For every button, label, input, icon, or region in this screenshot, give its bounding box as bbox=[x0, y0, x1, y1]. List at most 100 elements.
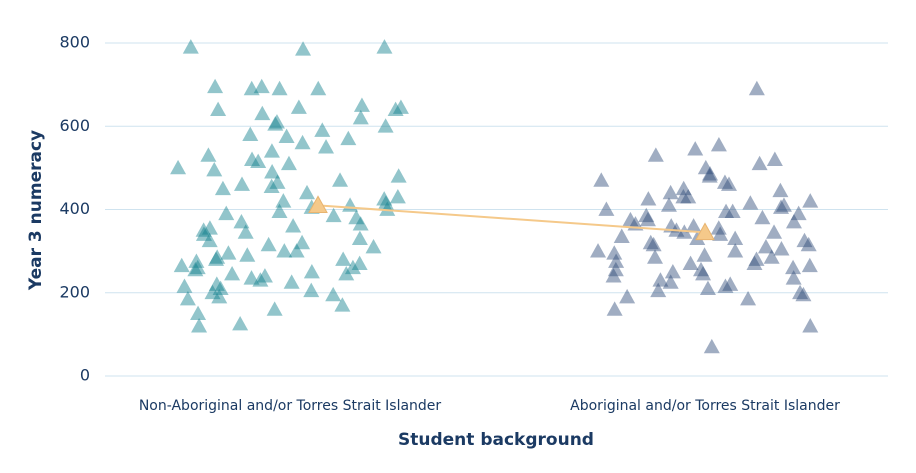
point bbox=[702, 166, 719, 181]
point bbox=[607, 261, 624, 277]
point bbox=[682, 255, 699, 271]
point bbox=[608, 253, 625, 268]
point bbox=[263, 143, 280, 158]
point bbox=[244, 151, 261, 166]
point bbox=[237, 224, 254, 239]
point bbox=[773, 199, 790, 214]
point bbox=[271, 203, 288, 218]
point bbox=[294, 134, 311, 150]
point bbox=[212, 280, 229, 295]
point bbox=[795, 286, 812, 302]
point bbox=[377, 195, 394, 210]
point bbox=[796, 232, 813, 248]
point bbox=[310, 80, 327, 96]
point bbox=[294, 234, 311, 250]
point bbox=[605, 268, 622, 283]
point bbox=[239, 247, 256, 262]
y-tick-label: 800 bbox=[59, 33, 90, 52]
point bbox=[325, 207, 342, 223]
point bbox=[232, 315, 249, 331]
point bbox=[790, 205, 807, 221]
point bbox=[211, 288, 228, 304]
point bbox=[773, 241, 790, 256]
point bbox=[662, 274, 679, 289]
point bbox=[687, 141, 704, 156]
point bbox=[746, 255, 763, 271]
point bbox=[660, 197, 677, 212]
point bbox=[325, 286, 342, 302]
point bbox=[748, 251, 765, 266]
point bbox=[334, 297, 351, 312]
point bbox=[290, 99, 307, 114]
point bbox=[267, 116, 284, 131]
point bbox=[303, 263, 320, 279]
point bbox=[285, 218, 302, 233]
point bbox=[685, 218, 702, 233]
y-axis-title: Year 3 numeracy bbox=[26, 130, 46, 291]
point bbox=[288, 243, 305, 258]
y-tick-label: 0 bbox=[80, 366, 90, 385]
point bbox=[195, 226, 212, 241]
point bbox=[638, 207, 655, 223]
point bbox=[254, 105, 271, 121]
point bbox=[593, 172, 610, 187]
point bbox=[351, 230, 368, 246]
point bbox=[276, 243, 293, 258]
point bbox=[622, 211, 639, 227]
point bbox=[268, 114, 285, 129]
point bbox=[210, 101, 227, 116]
point bbox=[187, 261, 204, 277]
point bbox=[376, 191, 393, 206]
y-tick-label: 200 bbox=[59, 282, 90, 301]
point bbox=[188, 253, 205, 268]
point bbox=[242, 126, 259, 141]
point bbox=[269, 174, 286, 189]
point bbox=[785, 259, 802, 275]
point bbox=[353, 97, 370, 112]
point bbox=[280, 155, 297, 171]
point bbox=[717, 278, 734, 293]
point bbox=[696, 247, 713, 262]
point bbox=[224, 266, 241, 281]
point bbox=[757, 238, 774, 254]
point bbox=[716, 174, 733, 189]
means bbox=[308, 195, 715, 241]
point bbox=[721, 176, 738, 191]
x-tick-label: Non-Aboriginal and/or Torres Strait Isla… bbox=[139, 398, 442, 414]
point bbox=[266, 301, 283, 316]
point bbox=[766, 224, 783, 239]
point bbox=[260, 236, 277, 252]
point bbox=[695, 266, 712, 281]
mean-line bbox=[317, 204, 706, 234]
point bbox=[675, 189, 692, 204]
point bbox=[662, 184, 679, 200]
point bbox=[802, 318, 819, 333]
point bbox=[332, 172, 349, 187]
point bbox=[785, 270, 802, 285]
point bbox=[379, 201, 396, 216]
point bbox=[190, 305, 207, 320]
point bbox=[377, 118, 394, 133]
x-axis-title: Student background bbox=[398, 430, 594, 450]
point bbox=[699, 280, 716, 295]
point bbox=[352, 216, 369, 231]
point bbox=[751, 155, 768, 171]
point bbox=[772, 182, 789, 198]
point bbox=[800, 236, 817, 252]
point bbox=[392, 99, 409, 114]
point bbox=[754, 209, 771, 225]
point bbox=[195, 222, 212, 237]
point bbox=[204, 284, 221, 300]
y-tick-label: 600 bbox=[59, 116, 90, 135]
point bbox=[675, 180, 692, 196]
point bbox=[218, 205, 235, 221]
point bbox=[619, 288, 636, 304]
point bbox=[263, 178, 280, 194]
point bbox=[250, 153, 267, 169]
point bbox=[742, 195, 759, 210]
point bbox=[176, 278, 193, 293]
point bbox=[314, 122, 331, 137]
point bbox=[645, 236, 662, 252]
point bbox=[351, 255, 368, 271]
